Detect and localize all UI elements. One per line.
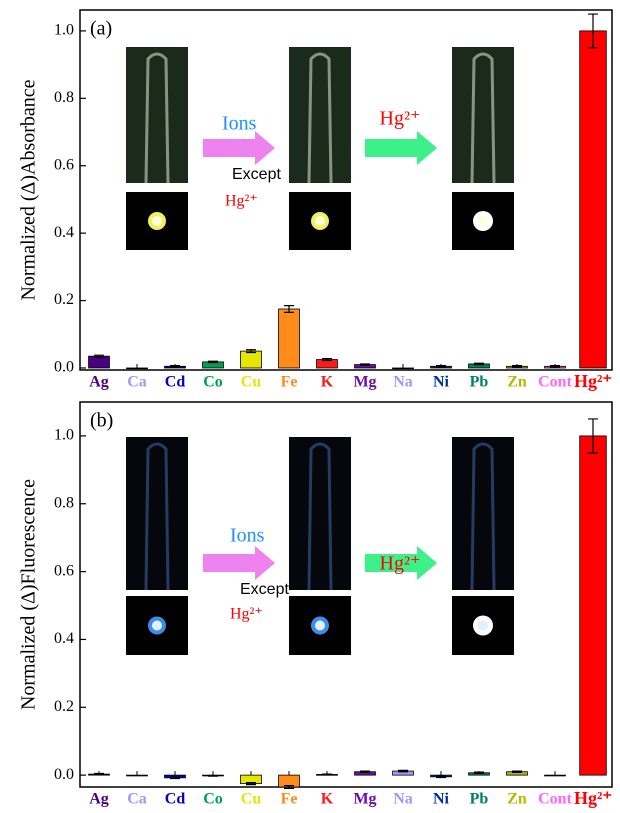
x-tick-label: Na xyxy=(393,791,413,808)
bar xyxy=(89,356,110,368)
annotation: Ions xyxy=(222,113,257,135)
annotation: Hg²⁺ xyxy=(380,553,421,575)
inset-image xyxy=(126,437,188,590)
spot-core xyxy=(152,216,162,226)
x-tick-label: Fe xyxy=(281,374,298,391)
arrow xyxy=(365,131,437,165)
annotation: Hg²⁺ xyxy=(225,193,258,210)
bar xyxy=(545,775,566,776)
x-tick-label: Na xyxy=(393,374,413,391)
y-tick-label: 1.0 xyxy=(54,427,74,444)
spot-core xyxy=(315,621,325,631)
spot-core xyxy=(315,216,325,226)
x-tick-label: Pb xyxy=(470,791,489,808)
x-tick-label: Ca xyxy=(127,374,147,391)
y-tick-label: 0.6 xyxy=(54,562,74,579)
page: Ions Except Hg²⁺ Hg²⁺ (a) Normalized (Δ)Absor… xyxy=(0,0,620,813)
annotation: Except xyxy=(240,581,289,598)
y-tick-label: 0.2 xyxy=(54,291,74,308)
x-tick-label: Cont xyxy=(538,374,572,391)
y-tick-label: 1.0 xyxy=(54,22,74,39)
error-bar xyxy=(322,774,332,775)
spot-core xyxy=(152,621,162,631)
x-tick-label: Hg²⁺ xyxy=(574,371,612,391)
x-tick-label: Ag xyxy=(89,374,109,391)
annotation: Except xyxy=(232,166,281,183)
x-tick-label: Cu xyxy=(241,374,262,391)
x-tick-label: Fe xyxy=(281,791,298,808)
panel-label: (b) xyxy=(90,410,113,432)
y-tick-label: 0.6 xyxy=(54,156,74,173)
x-tick-label: Co xyxy=(203,374,223,391)
bar xyxy=(580,31,607,368)
y-tick-label: 0.8 xyxy=(54,494,74,511)
x-tick-label: K xyxy=(321,791,334,808)
x-tick-label: Zn xyxy=(507,791,527,808)
y-tick-label: 0.0 xyxy=(54,766,74,783)
x-tick-label: Ca xyxy=(127,791,147,808)
bar xyxy=(580,436,607,775)
x-tick-label: Pb xyxy=(470,374,489,391)
panel-label: (a) xyxy=(90,18,112,40)
inset-image xyxy=(289,47,351,183)
spot-core xyxy=(478,621,488,631)
x-tick-label: Hg²⁺ xyxy=(574,788,612,808)
y-axis-label: Normalized (Δ)Absorbance xyxy=(18,79,40,300)
x-tick-label: Ag xyxy=(89,791,109,808)
y-tick-label: 0.4 xyxy=(54,630,74,647)
x-tick-label: Zn xyxy=(507,374,527,391)
bar xyxy=(127,775,148,776)
chart: Ions Except Hg²⁺ Hg²⁺ (a) Normalized (Δ)Absor… xyxy=(0,0,620,813)
x-tick-label: Cd xyxy=(165,374,186,391)
annotation: Hg²⁺ xyxy=(230,606,263,623)
inset-image xyxy=(126,47,188,183)
x-tick-label: K xyxy=(321,374,334,391)
inset-image xyxy=(452,437,514,590)
x-tick-label: Ni xyxy=(433,374,450,391)
x-tick-label: Cont xyxy=(538,791,572,808)
inset-image xyxy=(452,47,514,183)
y-tick-label: 0.0 xyxy=(54,359,74,376)
x-tick-label: Cd xyxy=(165,791,186,808)
x-tick-label: Mg xyxy=(353,791,376,808)
y-axis-label: Normalized (Δ)Fluorescence xyxy=(18,479,40,710)
bar xyxy=(279,309,300,368)
x-tick-label: Ni xyxy=(433,791,450,808)
x-tick-label: Mg xyxy=(353,374,376,391)
y-tick-label: 0.2 xyxy=(54,698,74,715)
error-bar xyxy=(208,775,218,776)
y-tick-label: 0.8 xyxy=(54,89,74,106)
arrow xyxy=(203,131,275,165)
bar xyxy=(393,368,414,369)
inset-image xyxy=(289,437,351,590)
bar xyxy=(127,368,148,369)
spot-core xyxy=(478,216,488,226)
annotation: Hg²⁺ xyxy=(380,108,421,130)
y-tick-label: 0.4 xyxy=(54,224,74,241)
bar xyxy=(241,351,262,368)
annotation: Ions xyxy=(230,525,265,547)
arrow xyxy=(203,546,275,580)
x-tick-label: Co xyxy=(203,791,223,808)
x-tick-label: Cu xyxy=(241,791,262,808)
